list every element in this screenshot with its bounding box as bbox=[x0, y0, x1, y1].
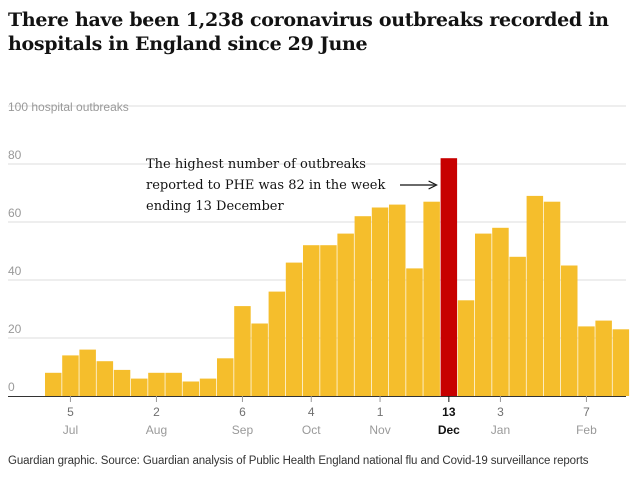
bar bbox=[526, 195, 544, 396]
bar bbox=[492, 227, 509, 396]
y-tick-label: 80 bbox=[8, 148, 22, 162]
x-tick-day-label: 4 bbox=[308, 405, 315, 419]
bar bbox=[543, 201, 561, 396]
bar bbox=[389, 204, 406, 396]
y-tick-label: 0 bbox=[8, 380, 15, 394]
bar bbox=[475, 233, 492, 396]
bar bbox=[509, 256, 526, 396]
bar bbox=[354, 216, 372, 396]
x-tick-day-label: 7 bbox=[583, 405, 590, 419]
bar bbox=[337, 233, 354, 396]
y-tick-label: 20 bbox=[8, 322, 22, 336]
annotation-line: The highest number of outbreaks bbox=[146, 157, 366, 172]
annotation-line: reported to PHE was 82 in the week bbox=[146, 178, 385, 193]
bar bbox=[251, 323, 268, 396]
chart-title: There have been 1,238 coronavirus outbre… bbox=[8, 9, 609, 55]
x-tick-month-label: Nov bbox=[369, 423, 390, 437]
bar bbox=[406, 268, 423, 396]
annotation-arrow-head bbox=[428, 180, 438, 190]
bar bbox=[165, 372, 182, 396]
bar bbox=[79, 349, 96, 396]
x-tick-month-label: Jan bbox=[491, 423, 510, 437]
y-tick-label: 40 bbox=[8, 264, 22, 278]
bar bbox=[595, 320, 612, 396]
bar bbox=[578, 326, 595, 396]
bars bbox=[45, 158, 630, 396]
bar bbox=[45, 372, 62, 396]
bar bbox=[113, 369, 131, 396]
x-tick-day-label: 1 bbox=[377, 405, 384, 419]
bar bbox=[148, 372, 165, 396]
y-axis-top-label: 100 hospital outbreaks bbox=[8, 100, 129, 114]
bar bbox=[234, 306, 251, 396]
annotation: The highest number of outbreaks reported … bbox=[146, 157, 438, 214]
x-axis-labels: 5 Jul 2 Aug 6 Sep 4 Oct 1 Nov 13 Dec 3 Jan 7 Feb bbox=[63, 396, 597, 437]
x-tick-day-label: 6 bbox=[239, 405, 246, 419]
bar bbox=[217, 358, 234, 396]
bar bbox=[62, 355, 79, 396]
y-axis-labels: 0 20 40 60 80 100 hospital outbreaks bbox=[8, 100, 129, 394]
bar bbox=[96, 361, 114, 396]
bar bbox=[612, 329, 630, 396]
annotation-line: ending 13 December bbox=[146, 199, 284, 214]
x-tick-month-label: Dec bbox=[438, 423, 460, 437]
x-tick-day-label: 2 bbox=[153, 405, 160, 419]
source-note: Guardian graphic. Source: Guardian analy… bbox=[8, 455, 589, 467]
y-tick-label: 60 bbox=[8, 206, 22, 220]
bar bbox=[371, 207, 389, 396]
x-tick-day-label: 5 bbox=[67, 405, 74, 419]
bar bbox=[199, 378, 217, 396]
x-tick-month-label: Feb bbox=[576, 423, 597, 437]
x-tick-month-label: Sep bbox=[232, 423, 254, 437]
bar bbox=[320, 245, 337, 396]
bar bbox=[268, 291, 286, 396]
x-tick-month-label: Oct bbox=[302, 423, 321, 437]
x-tick-day-label: 13 bbox=[442, 405, 456, 419]
bar bbox=[131, 378, 148, 396]
x-tick-day-label: 3 bbox=[497, 405, 504, 419]
bar bbox=[423, 201, 440, 396]
bar bbox=[182, 381, 200, 396]
bar bbox=[457, 300, 475, 396]
bar bbox=[561, 265, 578, 396]
bar bbox=[285, 262, 303, 396]
x-tick-month-label: Jul bbox=[63, 423, 78, 437]
x-tick-month-label: Aug bbox=[146, 423, 167, 437]
bar-highlight bbox=[440, 158, 458, 396]
bar bbox=[303, 245, 320, 396]
